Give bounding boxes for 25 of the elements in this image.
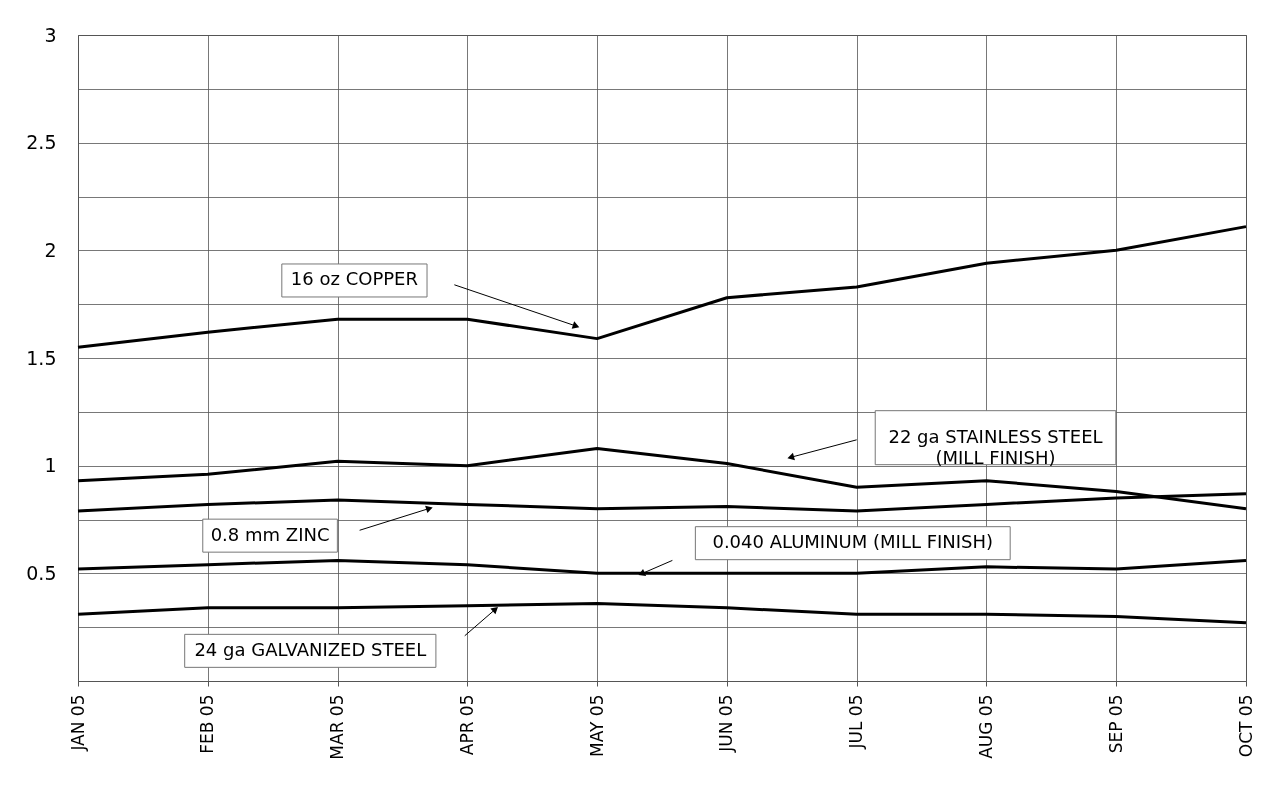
x-tick-label: JUN 05: [716, 694, 737, 753]
series-label: 0.040 ALUMINUM (MILL FINISH): [712, 531, 994, 553]
y-tick-label: 3: [44, 23, 57, 46]
x-tick-label: AUG 05: [975, 694, 996, 759]
x-tick-label: FEB 05: [197, 694, 218, 754]
y-tick-label: 2.5: [26, 131, 57, 154]
y-tick-label: 1: [44, 454, 57, 477]
series-label: 0.8 mm ZINC: [210, 523, 330, 545]
x-tick-label: MAY 05: [586, 694, 607, 757]
line-series: [76, 558, 1248, 575]
line-series: [76, 225, 1248, 349]
series-label: 24 ga GALVANIZED STEEL: [194, 638, 427, 660]
x-tick-label: APR 05: [456, 694, 477, 756]
series-label: 16 oz COPPER: [290, 268, 418, 290]
x-tick-label: OCT 05: [1235, 694, 1256, 758]
y-tick-label: 2: [44, 238, 57, 261]
y-tick-label: 0.5: [26, 561, 57, 584]
x-tick-label: JUL 05: [846, 694, 867, 750]
x-tick-label: SEP 05: [1105, 694, 1126, 754]
x-tick-label: MAR 05: [327, 694, 348, 760]
line-series: [76, 446, 1248, 511]
y-tick-label: 1.5: [26, 346, 57, 369]
legend-label: 22 ga STAINLESS STEEL (MILL FINISH): [888, 425, 1103, 468]
x-tick-label: JAN 05: [67, 694, 88, 752]
line-series: [76, 601, 1248, 625]
